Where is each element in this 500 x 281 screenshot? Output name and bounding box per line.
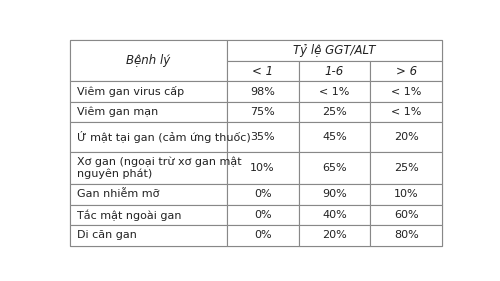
Text: Bệnh lý: Bệnh lý bbox=[126, 54, 170, 67]
Text: 0%: 0% bbox=[254, 189, 272, 200]
Text: > 6: > 6 bbox=[396, 65, 417, 78]
Text: 20%: 20% bbox=[322, 230, 347, 241]
Bar bbox=[70, 152, 226, 184]
Bar bbox=[370, 184, 442, 205]
Bar bbox=[370, 81, 442, 102]
Bar bbox=[370, 123, 442, 152]
Text: < 1%: < 1% bbox=[391, 107, 422, 117]
Text: 90%: 90% bbox=[322, 189, 347, 200]
Text: 10%: 10% bbox=[394, 189, 418, 200]
Text: Ứ mật tại gan (cảm ứng thuốc): Ứ mật tại gan (cảm ứng thuốc) bbox=[76, 131, 250, 143]
Bar bbox=[226, 102, 298, 123]
Text: 1-6: 1-6 bbox=[325, 65, 344, 78]
Bar bbox=[370, 102, 442, 123]
Text: < 1: < 1 bbox=[252, 65, 273, 78]
Bar bbox=[298, 123, 370, 152]
Bar bbox=[370, 61, 442, 81]
Text: < 1%: < 1% bbox=[391, 87, 422, 97]
Bar bbox=[298, 61, 370, 81]
Bar bbox=[70, 184, 226, 205]
Text: 80%: 80% bbox=[394, 230, 418, 241]
Bar bbox=[370, 205, 442, 225]
Text: 25%: 25% bbox=[394, 163, 418, 173]
Text: Xơ gan (ngoại trừ xơ gan mật
nguyên phát): Xơ gan (ngoại trừ xơ gan mật nguyên phát… bbox=[76, 157, 241, 180]
Bar bbox=[298, 152, 370, 184]
Text: 45%: 45% bbox=[322, 132, 347, 142]
Text: 25%: 25% bbox=[322, 107, 347, 117]
Bar bbox=[298, 205, 370, 225]
Bar bbox=[370, 152, 442, 184]
Bar bbox=[370, 225, 442, 246]
Bar bbox=[226, 205, 298, 225]
Text: 0%: 0% bbox=[254, 210, 272, 220]
Text: < 1%: < 1% bbox=[320, 87, 350, 97]
Text: Tỷ lệ GGT/ALT: Tỷ lệ GGT/ALT bbox=[294, 44, 376, 57]
Bar bbox=[298, 225, 370, 246]
Bar bbox=[226, 40, 442, 61]
Text: 0%: 0% bbox=[254, 230, 272, 241]
Text: Viêm gan virus cấp: Viêm gan virus cấp bbox=[76, 86, 184, 97]
Text: 40%: 40% bbox=[322, 210, 347, 220]
Text: Gan nhiễm mỡ: Gan nhiễm mỡ bbox=[76, 189, 159, 200]
Bar bbox=[226, 152, 298, 184]
Text: Tắc mật ngoài gan: Tắc mật ngoài gan bbox=[76, 209, 181, 221]
Bar bbox=[226, 123, 298, 152]
Bar bbox=[70, 102, 226, 123]
Bar bbox=[70, 225, 226, 246]
Text: 35%: 35% bbox=[250, 132, 275, 142]
Bar bbox=[70, 81, 226, 102]
Text: 65%: 65% bbox=[322, 163, 347, 173]
Text: 20%: 20% bbox=[394, 132, 418, 142]
Text: 75%: 75% bbox=[250, 107, 275, 117]
Text: 98%: 98% bbox=[250, 87, 275, 97]
Bar bbox=[226, 184, 298, 205]
Bar bbox=[226, 81, 298, 102]
Text: 10%: 10% bbox=[250, 163, 275, 173]
Text: Di căn gan: Di căn gan bbox=[76, 230, 136, 241]
Text: 60%: 60% bbox=[394, 210, 418, 220]
Bar bbox=[70, 40, 226, 81]
Text: Viêm gan mạn: Viêm gan mạn bbox=[76, 107, 158, 117]
Bar bbox=[298, 184, 370, 205]
Bar bbox=[226, 225, 298, 246]
Bar bbox=[70, 123, 226, 152]
Bar bbox=[298, 102, 370, 123]
Bar bbox=[298, 81, 370, 102]
Bar bbox=[226, 61, 298, 81]
Bar bbox=[70, 205, 226, 225]
